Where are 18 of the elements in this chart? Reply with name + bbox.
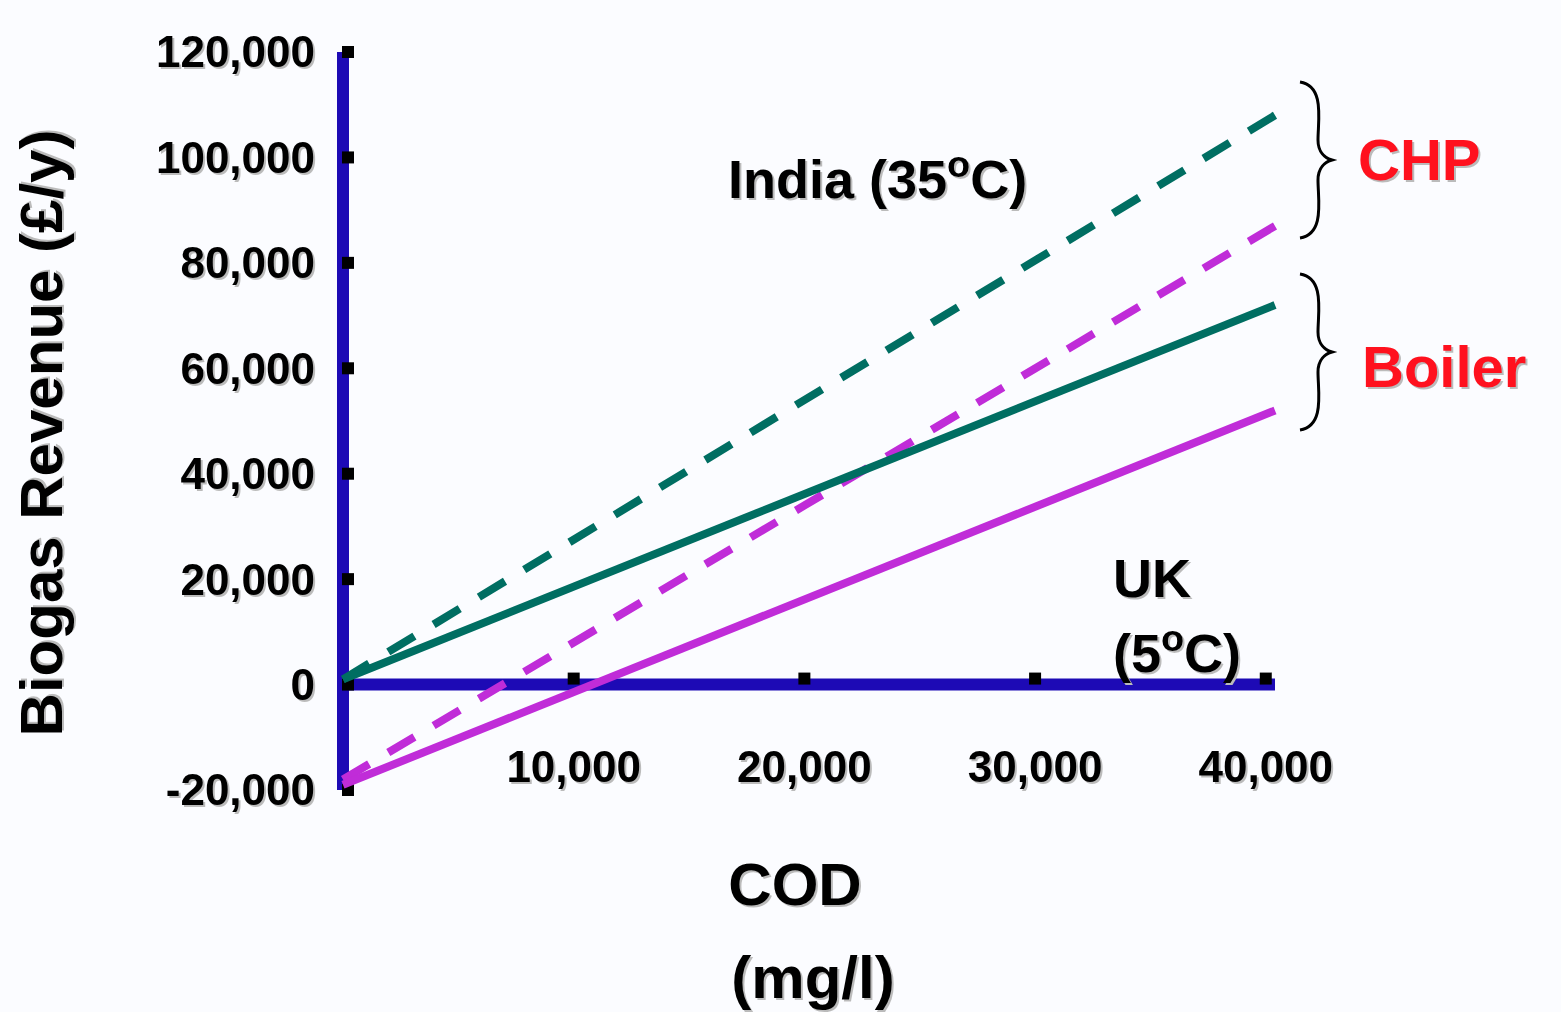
annotation: UK (5$^{o}$C) [1113, 548, 1242, 683]
x-tick-label: 40,000 [1198, 741, 1334, 791]
y-axis-title: Biogas Revenue (£/y) [8, 129, 75, 737]
y-tick-label: 80,000 [180, 238, 315, 288]
y-tick-label: 60,000 [180, 343, 315, 393]
y-tick-label: 0 [290, 659, 315, 709]
x-axis-title: COD (mg/l) [728, 851, 895, 1011]
x-tick-label: 10,000 [506, 741, 641, 791]
text: CHP [1358, 127, 1481, 192]
y-tick-label: 20,000 [180, 554, 315, 604]
x-tick-label: 30,000 [967, 741, 1103, 791]
y-tick-label: 40,000 [180, 449, 315, 499]
text: Boiler [1362, 334, 1527, 399]
y-tick-label: 100,000 [155, 132, 315, 182]
x-tick-label: 20,000 [737, 741, 872, 791]
y-tick-label: -20,000 [165, 765, 315, 815]
y-tick-label: 120,000 [155, 27, 315, 77]
annotation: India (35$^{o}$C) [728, 143, 1028, 209]
